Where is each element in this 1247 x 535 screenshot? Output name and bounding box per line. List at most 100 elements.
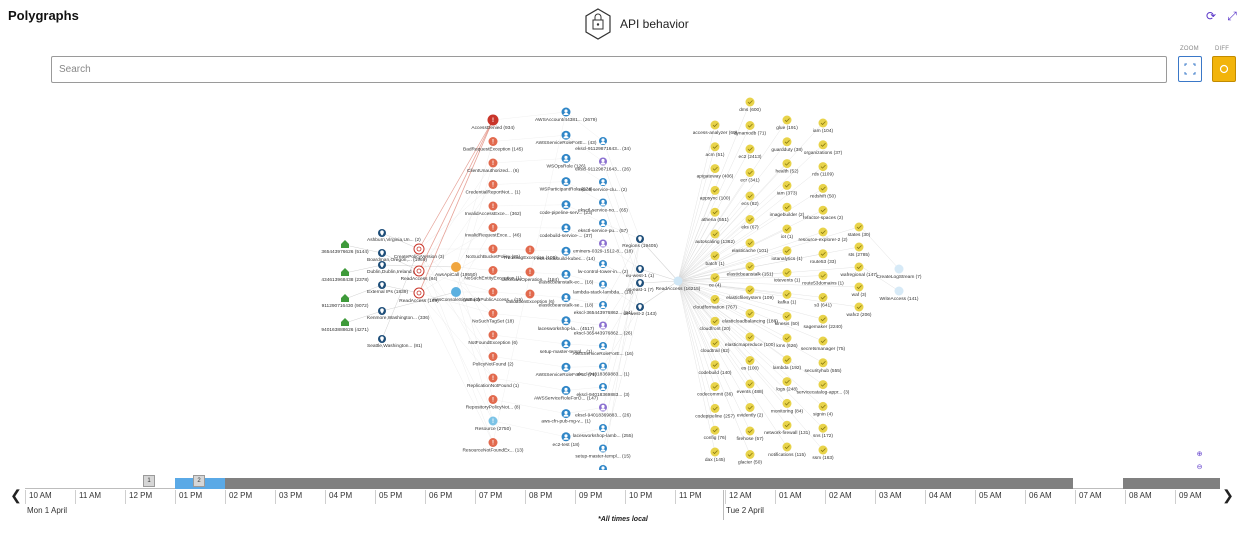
user-node[interactable]: AWSServiceRoleForO... (147): [534, 385, 598, 402]
service-node[interactable]: access-analyzer (60): [693, 120, 738, 137]
service-node[interactable]: servicecatalog-appr... (3): [797, 380, 850, 396]
service-node[interactable]: dms (600): [739, 97, 761, 114]
user-node[interactable]: AWSServiceRoleForE... (43): [536, 130, 597, 147]
error-node[interactable]: !NotFoundException (6): [468, 330, 518, 347]
service-node[interactable]: secretsmanager (75): [801, 336, 846, 353]
service-node[interactable]: health (52): [776, 159, 799, 175]
resource-node[interactable]: lw-control-tower-in... (2): [578, 260, 629, 275]
error-node[interactable]: ! InvalidRequestExce... (46): [465, 223, 522, 239]
resource-node[interactable]: eksctl-service-pu... (57): [578, 219, 628, 234]
ip-node[interactable]: 911290716430 (9072): [322, 294, 369, 309]
service-node[interactable]: kafka (1): [778, 289, 797, 306]
resource-node[interactable]: ekscl-94018369883... (1): [576, 362, 630, 378]
user-node[interactable]: AWSServiceRoleForA... (71): [536, 362, 597, 379]
service-node[interactable]: codecommit (36): [697, 382, 733, 398]
service-node[interactable]: wafregional (147): [840, 262, 878, 279]
user-node[interactable]: eks-codebuild-kubec... (14): [537, 246, 595, 263]
zoom-in-icon[interactable]: ⊕: [1196, 451, 1203, 458]
resource-node[interactable]: lacesworkshop-lamb... (255): [573, 424, 634, 439]
location-node[interactable]: Kenmore,Washington... (336): [367, 307, 430, 321]
error-node[interactable]: !NoSuchBucketPolicy (21): [466, 244, 521, 261]
resource-node[interactable]: eminers-0329-1512-8... (18): [573, 239, 633, 255]
service-node[interactable]: elasticbeanstalk (151): [727, 262, 774, 278]
service-node[interactable]: waf (3): [852, 282, 867, 299]
service-node[interactable]: iam (373): [777, 180, 798, 197]
service-node[interactable]: ec2 (2413): [739, 144, 762, 161]
resource-node[interactable]: eksctl-service-no... (65): [578, 198, 628, 214]
service-node[interactable]: acm (51): [706, 142, 725, 158]
service-node[interactable]: notifications (115): [768, 442, 806, 459]
user-node[interactable]: setup-master-templ... (1): [540, 339, 593, 356]
service-node[interactable]: glacier (50): [738, 450, 762, 466]
service-node[interactable]: apigateway (406): [697, 164, 734, 180]
service-node[interactable]: route53 (33): [810, 249, 837, 265]
service-node[interactable]: logs (248): [776, 377, 798, 393]
zoom-button[interactable]: [1178, 56, 1202, 82]
service-node[interactable]: autoscaling (1362): [695, 229, 735, 246]
user-node[interactable]: lacesworkshop-la... (4517): [538, 316, 595, 332]
service-node[interactable]: config (76): [704, 425, 727, 442]
location-node[interactable]: External IPs (1839): [367, 281, 408, 295]
service-node[interactable]: cloudfront (20): [700, 316, 731, 333]
service-node[interactable]: events (488): [737, 379, 764, 396]
action-node[interactable]: CreateLogStream (7): [876, 264, 922, 281]
error-node[interactable]: ! CredentialReportNot... (1): [466, 180, 521, 196]
resource-node[interactable]: setup-master-templ... (15): [575, 444, 631, 460]
service-node[interactable]: dax (145): [705, 447, 726, 464]
service-node[interactable]: codebuild (140): [698, 360, 732, 376]
user-node[interactable]: ec2-test (18): [553, 432, 580, 448]
service-node[interactable]: kinesis (50): [775, 311, 800, 328]
service-node[interactable]: evidently (2): [737, 403, 764, 419]
service-node[interactable]: elasticache (101): [732, 238, 769, 255]
action-node[interactable]: WriteAccess (141): [879, 286, 919, 303]
service-node[interactable]: guardduty (38): [771, 137, 803, 153]
timeline-marker-1[interactable]: 1: [143, 475, 155, 487]
error-node[interactable]: ! PolicyNotFound (2): [472, 352, 514, 368]
resource-node[interactable]: AWSServiceRoleForE... (16): [573, 342, 634, 357]
diff-button[interactable]: [1212, 56, 1236, 82]
service-node[interactable]: organizations (37): [804, 140, 843, 156]
service-node[interactable]: dynamodb (71): [734, 121, 767, 137]
service-node[interactable]: codepipeline (257): [695, 403, 735, 420]
service-node[interactable]: kms (626): [776, 333, 798, 350]
error-node[interactable]: !ClientUnauthorized... (6): [467, 158, 519, 175]
error-node[interactable]: !NoSuchPublicAccess... (15): [463, 287, 523, 304]
service-node[interactable]: securityhub (555): [804, 358, 842, 374]
service-node[interactable]: appsync (100): [700, 185, 731, 202]
refresh-icon[interactable]: ⟳: [1205, 9, 1217, 23]
timeline-marker-2[interactable]: 2: [193, 475, 205, 487]
resource-node[interactable]: aws (1): [595, 465, 611, 470]
location-node[interactable]: Ashburn,Virginia,Un... (2): [367, 229, 421, 243]
service-node[interactable]: ecs (82): [741, 191, 759, 208]
ip-node[interactable]: 365443976626 (5144): [321, 240, 369, 255]
service-node[interactable]: glue (191): [776, 115, 798, 132]
error-node[interactable]: !Resource (2750): [475, 416, 511, 433]
service-node[interactable]: ce (4): [709, 273, 722, 289]
user-node[interactable]: WSOpsRole (126): [547, 153, 586, 170]
timeline-prev-button[interactable]: ❮: [10, 487, 22, 503]
service-node[interactable]: iotanalytics (1): [772, 246, 803, 262]
error-node[interactable]: ! ResourceNotFoundEx... (13): [462, 438, 524, 454]
zoom-out-icon[interactable]: ⊖: [1196, 464, 1203, 471]
error-node[interactable]: !ThrottlingException (103): [503, 245, 557, 262]
service-node[interactable]: cloudformation (767): [693, 294, 737, 311]
service-node[interactable]: sagemaker (2240): [804, 314, 843, 331]
error-node[interactable]: !ReplicationNotFound (1): [467, 373, 519, 390]
error-node[interactable]: !UnknownOperation... (184): [501, 267, 559, 284]
source-node[interactable]: AwsConsoleSignIn (4): [432, 287, 480, 303]
service-node[interactable]: network-firewall (131): [764, 420, 810, 437]
source-node[interactable]: ReadAccess (84): [401, 265, 438, 282]
location-node[interactable]: Dublin,Dublin,Ireland (4): [367, 261, 419, 275]
region-node[interactable]: us-east-1 (7): [626, 279, 654, 293]
error-node[interactable]: !InvalidAccessExce... (362): [465, 201, 522, 218]
expand-icon[interactable]: ⤢: [1227, 9, 1237, 23]
resource-node[interactable]: lambda-stack-lambda... (18): [573, 280, 633, 296]
user-node[interactable]: elasticbeanstalk-ec... (16): [539, 269, 594, 286]
resource-node[interactable]: ekscl-91129871643... (26): [575, 157, 631, 173]
service-node[interactable]: signin (4): [813, 401, 833, 418]
timeline-next-button[interactable]: ❯: [1222, 487, 1234, 503]
user-node[interactable]: codebuild-service-... (37): [540, 223, 593, 240]
user-node[interactable]: WSParticipantRole (674): [540, 177, 593, 193]
service-node[interactable]: elasticloadbalancing (188): [722, 309, 778, 325]
ip-node[interactable]: 434613968438 (2378): [321, 268, 369, 283]
